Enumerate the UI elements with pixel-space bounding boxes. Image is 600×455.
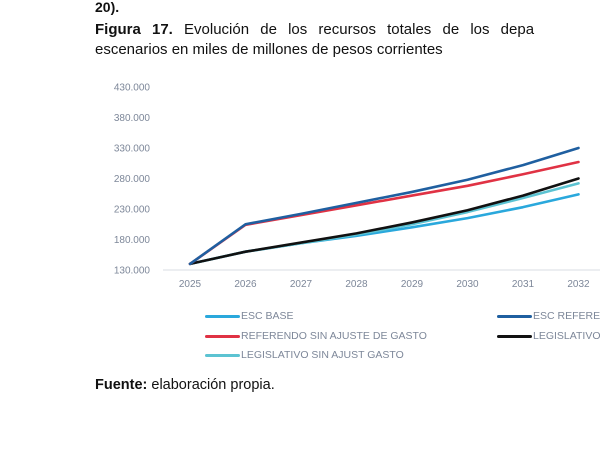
legend-item: LEGISLATIVO SIN AJUST GASTO: [205, 349, 404, 361]
x-tick-label: 2032: [567, 279, 590, 290]
legend-swatch: [205, 334, 240, 338]
figure-title-line2: escenarios en miles de millones de pesos…: [95, 41, 443, 58]
x-tick-label: 2028: [345, 279, 368, 290]
x-tick-label: 2031: [512, 279, 535, 290]
source-text: elaboración propia.: [151, 377, 275, 393]
series-line-esc-referendo: [188, 146, 580, 266]
legend-item: ESC REFERENDO: [497, 310, 600, 322]
source-label: Fuente:: [95, 377, 148, 393]
previous-text-fragment: 20).: [95, 0, 120, 15]
series-line-referendo-sin-ajuste-de-gasto: [188, 160, 580, 266]
legend-swatch: [205, 353, 240, 357]
x-tick-label: 2025: [179, 279, 202, 290]
legend-item: REFERENDO SIN AJUSTE DE GASTO: [205, 330, 427, 342]
legend-label: LEGISLATIVO: [533, 330, 600, 342]
figure-label: Figura 17.: [95, 21, 173, 38]
legend-item: ESC BASE: [205, 310, 294, 322]
figure-title-line1: Evolución de los recursos totales de los…: [184, 21, 535, 38]
figure-source: Fuente: elaboración propia.: [95, 377, 275, 393]
y-tick-label: 180.000: [114, 235, 151, 246]
legend-swatch: [497, 334, 532, 338]
y-tick-label: 330.000: [114, 144, 151, 155]
legend-label: LEGISLATIVO SIN AJUST GASTO: [241, 349, 404, 361]
legend-label: ESC BASE: [241, 310, 294, 322]
y-tick-label: 130.000: [114, 266, 151, 277]
line-chart: 130.000 180.000 230.000 280.000 330.000 380.0…: [114, 83, 600, 290]
x-tick-label: 2030: [456, 279, 479, 290]
y-tick-label: 280.000: [114, 174, 151, 185]
legend-label: REFERENDO SIN AJUSTE DE GASTO: [241, 330, 427, 342]
x-tick-label: 2027: [290, 279, 313, 290]
legend-item: LEGISLATIVO: [497, 330, 600, 342]
y-tick-label: 230.000: [114, 205, 151, 216]
y-tick-label: 380.000: [114, 113, 151, 124]
x-tick-label: 2026: [234, 279, 257, 290]
figure-caption: Figura 17. Evolución de los recursos tot…: [95, 20, 600, 60]
y-tick-label: 430.000: [114, 83, 151, 94]
legend-swatch: [205, 314, 240, 318]
legend-label: ESC REFERENDO: [533, 310, 600, 322]
x-tick-label: 2029: [401, 279, 424, 290]
legend-swatch: [497, 314, 532, 318]
series-line-legislativo: [188, 177, 580, 266]
